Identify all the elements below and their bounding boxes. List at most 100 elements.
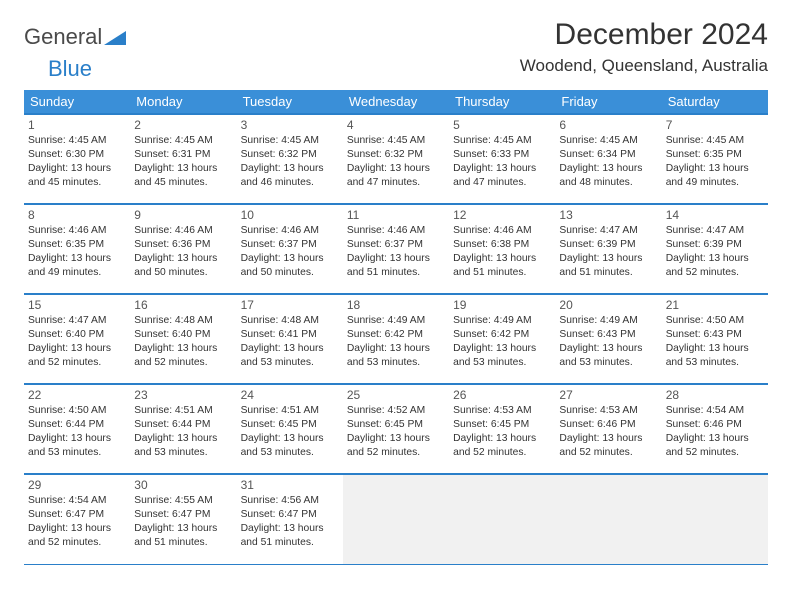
sunrise-text: Sunrise: 4:45 AM <box>28 134 126 148</box>
sunrise-text: Sunrise: 4:53 AM <box>559 404 657 418</box>
calendar-day-cell <box>662 474 768 564</box>
calendar-day-cell: 3Sunrise: 4:45 AMSunset: 6:32 PMDaylight… <box>237 114 343 204</box>
calendar-day-cell: 11Sunrise: 4:46 AMSunset: 6:37 PMDayligh… <box>343 204 449 294</box>
calendar-day-cell: 1Sunrise: 4:45 AMSunset: 6:30 PMDaylight… <box>24 114 130 204</box>
sunset-text: Sunset: 6:32 PM <box>241 148 339 162</box>
calendar-day-cell: 5Sunrise: 4:45 AMSunset: 6:33 PMDaylight… <box>449 114 555 204</box>
daylight-line1: Daylight: 13 hours <box>347 432 445 446</box>
daylight-line2: and 46 minutes. <box>241 176 339 190</box>
sunrise-text: Sunrise: 4:45 AM <box>666 134 764 148</box>
day-number: 13 <box>559 207 657 224</box>
calendar-day-cell: 10Sunrise: 4:46 AMSunset: 6:37 PMDayligh… <box>237 204 343 294</box>
daylight-line2: and 49 minutes. <box>28 266 126 280</box>
calendar-day-cell: 29Sunrise: 4:54 AMSunset: 6:47 PMDayligh… <box>24 474 130 564</box>
calendar-day-cell: 6Sunrise: 4:45 AMSunset: 6:34 PMDaylight… <box>555 114 661 204</box>
sunrise-text: Sunrise: 4:47 AM <box>559 224 657 238</box>
sunset-text: Sunset: 6:41 PM <box>241 328 339 342</box>
sunset-text: Sunset: 6:33 PM <box>453 148 551 162</box>
day-header: Friday <box>555 90 661 114</box>
sunrise-text: Sunrise: 4:45 AM <box>453 134 551 148</box>
daylight-line1: Daylight: 13 hours <box>666 432 764 446</box>
calendar-day-cell: 18Sunrise: 4:49 AMSunset: 6:42 PMDayligh… <box>343 294 449 384</box>
daylight-line1: Daylight: 13 hours <box>666 342 764 356</box>
sunset-text: Sunset: 6:35 PM <box>28 238 126 252</box>
day-number: 16 <box>134 297 232 314</box>
day-number: 1 <box>28 117 126 134</box>
sunset-text: Sunset: 6:34 PM <box>559 148 657 162</box>
day-number: 21 <box>666 297 764 314</box>
sunset-text: Sunset: 6:44 PM <box>134 418 232 432</box>
daylight-line1: Daylight: 13 hours <box>453 162 551 176</box>
daylight-line2: and 52 minutes. <box>559 446 657 460</box>
day-number: 23 <box>134 387 232 404</box>
calendar-day-cell: 30Sunrise: 4:55 AMSunset: 6:47 PMDayligh… <box>130 474 236 564</box>
daylight-line2: and 52 minutes. <box>28 356 126 370</box>
calendar-day-cell: 23Sunrise: 4:51 AMSunset: 6:44 PMDayligh… <box>130 384 236 474</box>
daylight-line1: Daylight: 13 hours <box>559 432 657 446</box>
sunset-text: Sunset: 6:42 PM <box>453 328 551 342</box>
sunset-text: Sunset: 6:31 PM <box>134 148 232 162</box>
daylight-line2: and 48 minutes. <box>559 176 657 190</box>
day-number: 30 <box>134 477 232 494</box>
daylight-line1: Daylight: 13 hours <box>666 252 764 266</box>
calendar-week-row: 8 Sunrise: 4:46 AM Sunset: 6:35 PM Daylight… <box>24 204 768 294</box>
logo-text-blue: Blue <box>24 56 92 81</box>
day-number: 10 <box>241 207 339 224</box>
day-header: Tuesday <box>237 90 343 114</box>
daylight-line2: and 53 minutes. <box>347 356 445 370</box>
sunrise-text: Sunrise: 4:46 AM <box>241 224 339 238</box>
daylight-line1: Daylight: 13 hours <box>453 252 551 266</box>
day-header: Saturday <box>662 90 768 114</box>
sunrise-text: Sunrise: 4:45 AM <box>241 134 339 148</box>
daylight-line1: Daylight: 13 hours <box>241 162 339 176</box>
day-number: 18 <box>347 297 445 314</box>
day-number: 22 <box>28 387 126 404</box>
daylight-line2: and 51 minutes. <box>453 266 551 280</box>
sunrise-text: Sunrise: 4:45 AM <box>559 134 657 148</box>
daylight-line2: and 45 minutes. <box>28 176 126 190</box>
daylight-line2: and 51 minutes. <box>559 266 657 280</box>
sunrise-text: Sunrise: 4:51 AM <box>241 404 339 418</box>
day-number: 19 <box>453 297 551 314</box>
day-number: 9 <box>134 207 232 224</box>
sunset-text: Sunset: 6:40 PM <box>134 328 232 342</box>
calendar-day-cell: 28Sunrise: 4:54 AMSunset: 6:46 PMDayligh… <box>662 384 768 474</box>
daylight-line2: and 51 minutes. <box>347 266 445 280</box>
day-number: 5 <box>453 117 551 134</box>
day-number: 15 <box>28 297 126 314</box>
daylight-line1: Daylight: 13 hours <box>28 522 126 536</box>
sunrise-text: Sunrise: 4:45 AM <box>134 134 232 148</box>
sunrise-text: Sunrise: 4:49 AM <box>347 314 445 328</box>
daylight-line1: Daylight: 13 hours <box>28 342 126 356</box>
calendar-day-cell: 20Sunrise: 4:49 AMSunset: 6:43 PMDayligh… <box>555 294 661 384</box>
daylight-line2: and 52 minutes. <box>347 446 445 460</box>
daylight-line2: and 51 minutes. <box>134 536 232 550</box>
sunset-text: Sunset: 6:44 PM <box>28 418 126 432</box>
daylight-line2: and 51 minutes. <box>241 536 339 550</box>
day-number: 11 <box>347 207 445 224</box>
day-number: 8 <box>28 207 126 224</box>
daylight-line1: Daylight: 13 hours <box>666 162 764 176</box>
daylight-line2: and 52 minutes. <box>28 536 126 550</box>
calendar-day-cell: 27Sunrise: 4:53 AMSunset: 6:46 PMDayligh… <box>555 384 661 474</box>
sunrise-text: Sunrise: 4:50 AM <box>28 404 126 418</box>
daylight-line1: Daylight: 13 hours <box>241 342 339 356</box>
sunset-text: Sunset: 6:47 PM <box>28 508 126 522</box>
daylight-line1: Daylight: 13 hours <box>134 162 232 176</box>
day-number: 28 <box>666 387 764 404</box>
calendar-day-cell: 17Sunrise: 4:48 AMSunset: 6:41 PMDayligh… <box>237 294 343 384</box>
calendar-week-row: 29Sunrise: 4:54 AMSunset: 6:47 PMDayligh… <box>24 474 768 564</box>
daylight-line1: Daylight: 13 hours <box>453 342 551 356</box>
sunrise-text: Sunrise: 4:47 AM <box>666 224 764 238</box>
daylight-line2: and 52 minutes. <box>666 266 764 280</box>
sunrise-text: Sunrise: 4:48 AM <box>134 314 232 328</box>
logo-blue-line: Blue <box>24 56 768 82</box>
daylight-line2: and 50 minutes. <box>134 266 232 280</box>
sunrise-text: Sunrise: 4:55 AM <box>134 494 232 508</box>
day-header: Thursday <box>449 90 555 114</box>
logo-triangle-icon <box>104 29 126 45</box>
daylight-line1: Daylight: 13 hours <box>347 252 445 266</box>
calendar-day-cell: 21Sunrise: 4:50 AMSunset: 6:43 PMDayligh… <box>662 294 768 384</box>
calendar-day-cell: 9Sunrise: 4:46 AMSunset: 6:36 PMDaylight… <box>130 204 236 294</box>
calendar-day-cell: 8Sunrise: 4:46 AMSunset: 6:35 PMDaylight… <box>24 204 130 294</box>
